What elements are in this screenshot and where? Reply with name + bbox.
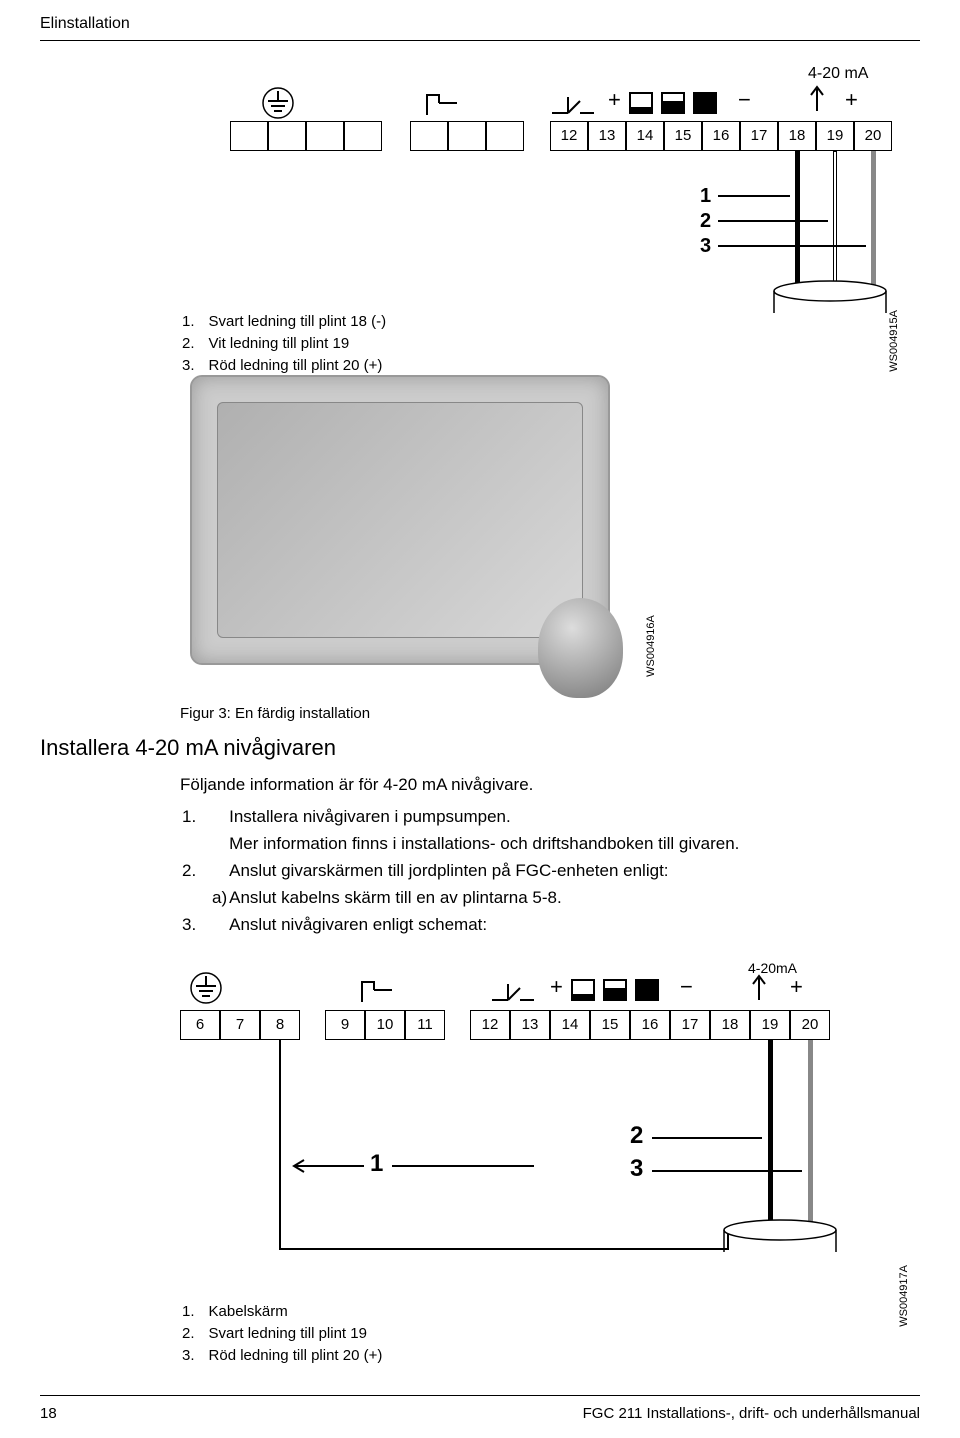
float-switch-icon xyxy=(550,87,596,117)
terminal: 20 xyxy=(790,1010,830,1040)
terminal: 11 xyxy=(405,1010,445,1040)
terminal: 15 xyxy=(590,1010,630,1040)
step-list: 1.Installera nivågivaren i pumpsumpen. M… xyxy=(180,802,900,939)
tank-icons xyxy=(570,974,670,1004)
ground-icon xyxy=(188,970,224,1006)
diagram-code: WS004915A xyxy=(888,310,900,372)
cable-icon xyxy=(720,1218,840,1254)
terminal: 18 xyxy=(778,121,816,151)
terminal: 19 xyxy=(750,1010,790,1040)
intro-paragraph: Följande information är för 4-20 mA nivå… xyxy=(180,775,533,795)
section-header: Elinstallation xyxy=(40,15,130,33)
terminal: 12 xyxy=(470,1010,510,1040)
header-rule xyxy=(40,40,920,41)
terminal: 13 xyxy=(510,1010,550,1040)
photo-code: WS004916A xyxy=(645,615,657,677)
ground-icon xyxy=(260,85,296,121)
terminal: 15 xyxy=(664,121,702,151)
cable-icon xyxy=(770,279,890,315)
wiring-diagram-1: 4-20 mA + − + 12 13 14 15 xyxy=(270,65,890,300)
marker-1: 1 xyxy=(700,185,711,207)
legend-1: 1.Svart ledning till plint 18 (-) 2.Vit … xyxy=(180,310,388,378)
terminal: 8 xyxy=(260,1010,300,1040)
terminal: 13 xyxy=(588,121,626,151)
terminal: 20 xyxy=(854,121,892,151)
diagram-code: WS004917A xyxy=(898,1265,910,1327)
terminal: 17 xyxy=(670,1010,710,1040)
section-heading: Installera 4-20 mA nivågivaren xyxy=(40,735,336,761)
terminal: 10 xyxy=(365,1010,405,1040)
terminal: 19 xyxy=(816,121,854,151)
arrow-up-icon xyxy=(750,972,768,1002)
terminal: 9 xyxy=(325,1010,365,1040)
terminal: 14 xyxy=(626,121,664,151)
terminal: 17 xyxy=(740,121,778,151)
marker-2: 2 xyxy=(630,1125,643,1147)
figure-caption: Figur 3: En färdig installation xyxy=(180,705,370,722)
terminal: 16 xyxy=(630,1010,670,1040)
installation-photo xyxy=(190,375,610,665)
marker-3: 3 xyxy=(630,1158,643,1180)
relay-icon xyxy=(360,976,400,1006)
ma-label: 4-20 mA xyxy=(808,65,868,83)
wiring-diagram-2: 4-20mA + − + 6 7 8 9 10 11 12 13 14 15 1… xyxy=(180,960,900,1280)
terminal: 7 xyxy=(220,1010,260,1040)
terminal: 6 xyxy=(180,1010,220,1040)
terminal: 16 xyxy=(702,121,740,151)
legend-2: 1.Kabelskärm 2.Svart ledning till plint … xyxy=(180,1300,384,1368)
arrow-right-icon xyxy=(390,1158,540,1174)
marker-2: 2 xyxy=(700,210,711,232)
arrow-up-icon xyxy=(808,83,826,113)
marker-1: 1 xyxy=(370,1153,383,1175)
relay-icon xyxy=(425,89,465,119)
terminal: 12 xyxy=(550,121,588,151)
tank-icons xyxy=(628,87,728,117)
footer-text: FGC 211 Installations-, drift- och under… xyxy=(583,1405,920,1422)
page-number: 18 xyxy=(40,1405,57,1422)
terminal: 18 xyxy=(710,1010,750,1040)
float-switch-icon xyxy=(490,974,536,1004)
marker-3: 3 xyxy=(700,235,711,257)
footer-rule xyxy=(40,1395,920,1396)
arrow-left-icon xyxy=(290,1158,366,1174)
terminal: 14 xyxy=(550,1010,590,1040)
